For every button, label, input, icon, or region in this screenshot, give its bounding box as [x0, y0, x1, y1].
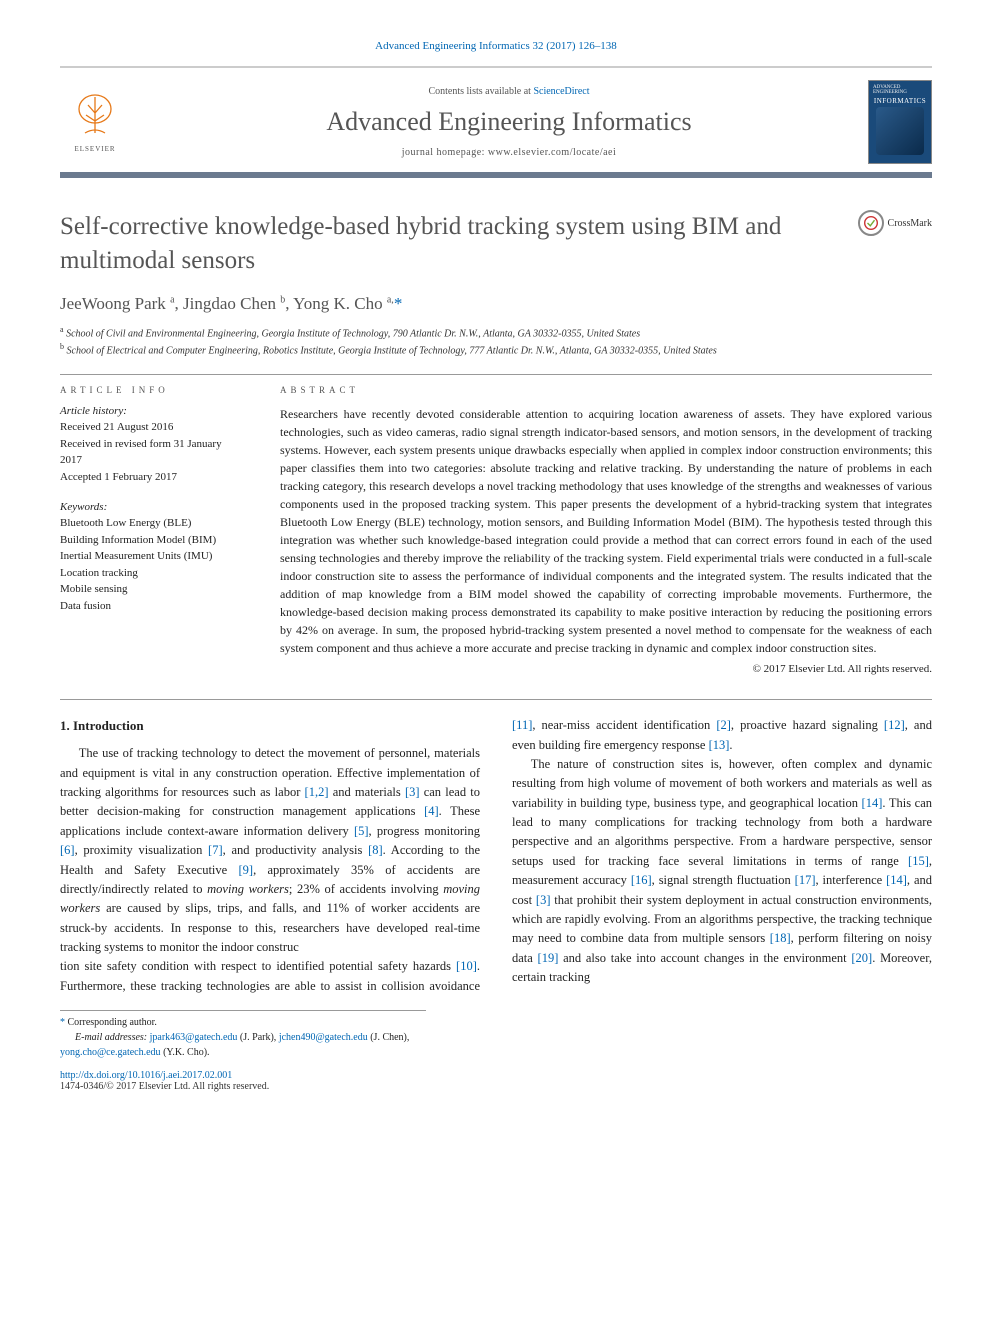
keywords-label: Keywords:: [60, 501, 240, 513]
ref-link[interactable]: [8]: [368, 843, 383, 857]
ref-link[interactable]: [10]: [456, 959, 477, 973]
ref-link[interactable]: [3]: [405, 785, 420, 799]
abstract-text: Researchers have recently devoted consid…: [280, 405, 932, 657]
ref-link[interactable]: [15]: [908, 854, 929, 868]
sciencedirect-link[interactable]: ScienceDirect: [533, 86, 589, 97]
ref-link[interactable]: [12]: [884, 718, 905, 732]
affiliation-line: a School of Civil and Environmental Engi…: [60, 324, 932, 341]
article-info-label: article info: [60, 385, 240, 395]
doi-link[interactable]: http://dx.doi.org/10.1016/j.aei.2017.02.…: [60, 1070, 232, 1081]
intro-para-3: The nature of construction sites is, how…: [512, 755, 932, 988]
masthead: ELSEVIER Contents lists available at Sci…: [60, 66, 932, 178]
crossmark-icon: [858, 210, 884, 236]
ref-link[interactable]: [16]: [631, 873, 652, 887]
keyword-line: Location tracking: [60, 565, 240, 582]
intro-heading: 1. Introduction: [60, 716, 480, 736]
citation-header: Advanced Engineering Informatics 32 (201…: [60, 40, 932, 52]
ref-link[interactable]: [1,2]: [305, 785, 329, 799]
ref-link[interactable]: [20]: [851, 951, 872, 965]
keyword-line: Mobile sensing: [60, 581, 240, 598]
email-1[interactable]: jpark463@gatech.edu: [150, 1032, 238, 1043]
corr-star: *: [60, 1017, 65, 1028]
email-2[interactable]: jchen490@gatech.edu: [279, 1032, 368, 1043]
ref-link[interactable]: [19]: [538, 951, 559, 965]
ref-link[interactable]: [14]: [862, 796, 883, 810]
ref-link[interactable]: [18]: [770, 931, 791, 945]
crossmark-label: CrossMark: [888, 218, 932, 229]
authors-line: JeeWoong Park a, Jingdao Chen b, Yong K.…: [60, 294, 932, 314]
corr-text: Corresponding author.: [68, 1017, 157, 1028]
ref-link[interactable]: [2]: [716, 718, 731, 732]
ref-link[interactable]: [13]: [709, 738, 730, 752]
intro-para-1: The use of tracking technology to detect…: [60, 744, 480, 957]
contents-prefix: Contents lists available at: [428, 86, 533, 97]
page-footer: http://dx.doi.org/10.1016/j.aei.2017.02.…: [60, 1070, 932, 1092]
ref-link[interactable]: [6]: [60, 843, 75, 857]
journal-title: Advanced Engineering Informatics: [150, 107, 868, 137]
ref-link[interactable]: [4]: [424, 804, 439, 818]
cover-small-text: ADVANCED ENGINEERING: [873, 85, 927, 95]
keyword-line: Bluetooth Low Energy (BLE): [60, 515, 240, 532]
ref-link[interactable]: [5]: [354, 824, 369, 838]
publisher-name: ELSEVIER: [60, 145, 130, 153]
email-label: E-mail addresses:: [75, 1032, 147, 1043]
name-3: (Y.K. Cho).: [163, 1047, 209, 1058]
history-label: Article history:: [60, 405, 240, 417]
history-line: Accepted 1 February 2017: [60, 469, 240, 486]
cover-word: INFORMATICS: [874, 97, 926, 105]
elsevier-logo: ELSEVIER: [60, 91, 130, 153]
body-columns: 1. Introduction The use of tracking tech…: [60, 716, 932, 996]
keyword-line: Data fusion: [60, 598, 240, 615]
cover-art: [876, 107, 924, 155]
ref-link[interactable]: [17]: [795, 873, 816, 887]
crossmark-badge[interactable]: CrossMark: [858, 210, 932, 236]
history-line: Received in revised form 31 January 2017: [60, 436, 240, 469]
keyword-line: Building Information Model (BIM): [60, 532, 240, 549]
ref-link[interactable]: [11]: [512, 718, 532, 732]
journal-cover-thumb: ADVANCED ENGINEERING INFORMATICS: [868, 80, 932, 164]
footnotes: * Corresponding author. E-mail addresses…: [60, 1010, 426, 1060]
article-title: Self-corrective knowledge-based hybrid t…: [60, 210, 848, 278]
abstract-copyright: © 2017 Elsevier Ltd. All rights reserved…: [280, 663, 932, 675]
ref-link[interactable]: [9]: [239, 863, 254, 877]
ref-link[interactable]: [7]: [208, 843, 223, 857]
issn-line: 1474-0346/© 2017 Elsevier Ltd. All right…: [60, 1081, 269, 1092]
elsevier-tree-icon: [70, 91, 120, 141]
name-2: (J. Chen),: [370, 1032, 409, 1043]
contents-line: Contents lists available at ScienceDirec…: [150, 86, 868, 97]
history-line: Received 21 August 2016: [60, 419, 240, 436]
email-3[interactable]: yong.cho@ce.gatech.edu: [60, 1047, 161, 1058]
affiliations: a School of Civil and Environmental Engi…: [60, 324, 932, 359]
name-1: (J. Park),: [240, 1032, 276, 1043]
keyword-line: Inertial Measurement Units (IMU): [60, 548, 240, 565]
abstract-label: abstract: [280, 385, 932, 395]
ref-link[interactable]: [3]: [536, 893, 551, 907]
homepage-line: journal homepage: www.elsevier.com/locat…: [150, 147, 868, 158]
ref-link[interactable]: [14]: [886, 873, 907, 887]
affiliation-line: b School of Electrical and Computer Engi…: [60, 341, 932, 358]
